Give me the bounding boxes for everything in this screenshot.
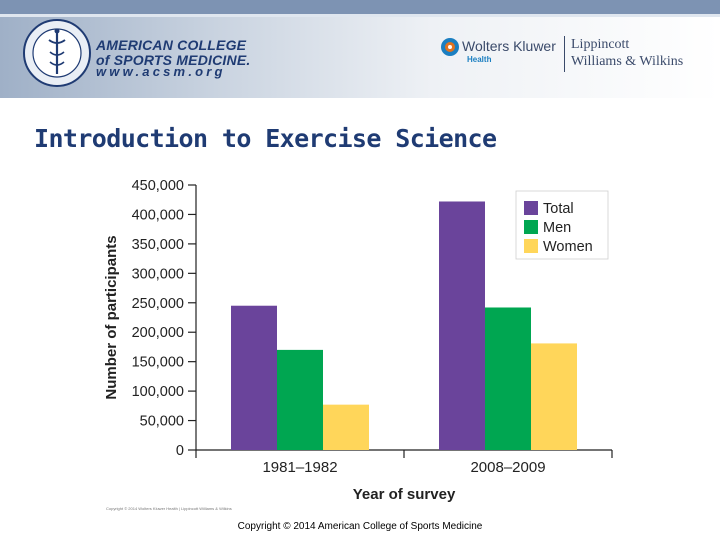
x-tick-label-1: 2008–2009 bbox=[470, 459, 545, 476]
y-tick-label-2: 100,000 bbox=[132, 384, 184, 400]
bar-total-1 bbox=[439, 201, 485, 450]
y-tick-label-7: 350,000 bbox=[132, 237, 184, 253]
header-top-rule bbox=[0, 0, 720, 14]
x-axis-title: Year of survey bbox=[353, 486, 456, 503]
wolters-kluwer-logo-icon bbox=[441, 38, 459, 56]
legend-label-total: Total bbox=[543, 201, 574, 217]
publisher-name: Wolters Kluwer bbox=[462, 38, 556, 54]
y-axis-title: Number of participants bbox=[103, 235, 120, 399]
imprint-line-1: Lippincott bbox=[571, 37, 630, 52]
acsm-line-1: AMERICAN COLLEGE bbox=[96, 37, 247, 53]
bar-women-0 bbox=[323, 404, 369, 450]
footer-copyright: Copyright © 2014 American College of Spo… bbox=[237, 521, 483, 532]
legend-label-women: Women bbox=[543, 239, 593, 255]
x-tick-label-0: 1981–1982 bbox=[262, 459, 337, 476]
y-tick-label-5: 250,000 bbox=[132, 296, 184, 312]
y-tick-label-0: 0 bbox=[176, 443, 184, 459]
bar-men-0 bbox=[277, 349, 323, 450]
header-top-rule-highlight bbox=[0, 14, 720, 17]
legend-swatch-men bbox=[524, 220, 538, 234]
legend-swatch-women bbox=[524, 239, 538, 253]
publisher-division: Health bbox=[467, 55, 492, 64]
slide-title: Introduction to Exercise Science bbox=[34, 124, 497, 153]
y-tick-label-4: 200,000 bbox=[132, 325, 184, 341]
figure-credit: Copyright © 2014 Wolters Kluwer Health |… bbox=[106, 506, 232, 511]
acsm-url: www.acsm.org bbox=[96, 64, 226, 79]
acsm-seal-icon bbox=[23, 19, 91, 87]
y-tick-label-3: 150,000 bbox=[132, 355, 184, 371]
legend-label-men: Men bbox=[543, 220, 571, 236]
publisher-divider bbox=[564, 36, 565, 72]
acsm-line-2: of SPORTS MEDICINE. bbox=[96, 52, 251, 68]
slide-header: AMERICAN COLLEGE of SPORTS MEDICINE. www… bbox=[0, 0, 720, 98]
imprint-wordmark: Lippincott Williams & Wilkins bbox=[571, 36, 683, 70]
acsm-wordmark: AMERICAN COLLEGE of SPORTS MEDICINE. bbox=[96, 38, 250, 68]
legend-swatch-total bbox=[524, 201, 538, 215]
imprint-line-2: Williams & Wilkins bbox=[571, 54, 684, 69]
y-tick-label-6: 300,000 bbox=[132, 266, 184, 282]
bar-women-1 bbox=[531, 343, 577, 450]
y-tick-label-8: 400,000 bbox=[132, 207, 184, 223]
y-tick-label-1: 50,000 bbox=[140, 414, 184, 430]
bar-total-0 bbox=[231, 305, 277, 450]
y-tick-label-9: 450,000 bbox=[132, 178, 184, 194]
bar-men-1 bbox=[485, 307, 531, 450]
